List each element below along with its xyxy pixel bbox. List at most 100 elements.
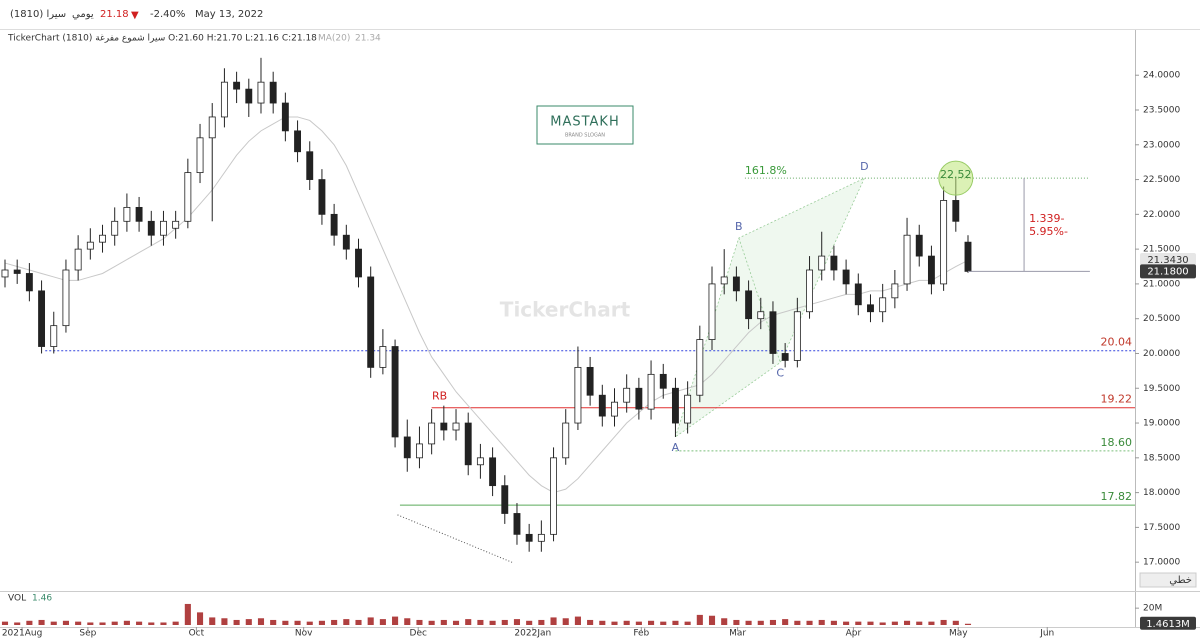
- x-tick-label: Mar: [729, 629, 746, 639]
- y-tick-label: 24.0000: [1143, 71, 1180, 81]
- volume-bar: [684, 621, 691, 625]
- y-tick-label: 20.0000: [1143, 349, 1180, 359]
- level-label: 19.22: [1101, 393, 1133, 406]
- y-tick-label: 21.0000: [1143, 279, 1180, 289]
- price-box-label: 21.1800: [1147, 266, 1188, 277]
- volume-bar: [14, 622, 21, 625]
- candle-body: [245, 88, 253, 104]
- candle-body: [854, 283, 862, 306]
- candle-body: [598, 394, 606, 417]
- x-tick-label: Apr: [846, 629, 862, 639]
- measure-label: 5.95%-: [1029, 225, 1068, 238]
- x-tick-label: Feb: [633, 629, 649, 639]
- volume-bar: [465, 619, 472, 625]
- volume-bar: [75, 621, 82, 625]
- candle-body: [964, 241, 972, 272]
- y-tick-label: 22.0000: [1143, 210, 1180, 220]
- candle-body: [562, 422, 570, 459]
- pattern-label: D: [860, 160, 868, 173]
- candle-body: [160, 220, 167, 236]
- candle-body: [818, 255, 826, 271]
- y-tick-label: 18.5000: [1143, 453, 1180, 463]
- change-arrow: ▼: [131, 10, 139, 21]
- pattern-label: A: [672, 441, 680, 454]
- x-tick-label: Dec: [410, 629, 427, 639]
- y-tick-label: 21.5000: [1143, 245, 1180, 255]
- volume-bar: [379, 619, 386, 625]
- candle-body: [550, 457, 557, 535]
- candle-body: [147, 220, 155, 236]
- candle-body: [233, 81, 241, 90]
- volume-bar: [745, 620, 752, 625]
- volume-bar: [513, 619, 521, 625]
- candle-body: [257, 81, 265, 104]
- candle-body: [135, 206, 143, 222]
- x-tick-label: Oct: [189, 629, 205, 639]
- volume-bar: [245, 619, 252, 625]
- x-tick-label: May: [949, 629, 968, 639]
- candle-body: [671, 387, 679, 424]
- ma-line: [4, 116, 969, 494]
- candle-body: [574, 366, 582, 424]
- volume-bar: [367, 617, 374, 625]
- level-label: 18.60: [1101, 436, 1133, 449]
- volume-bar: [416, 619, 423, 625]
- volume-bar: [696, 614, 703, 625]
- level-tag: RB: [432, 390, 447, 403]
- plot: [1, 57, 1135, 625]
- volume-bar: [879, 622, 886, 625]
- scale-mode[interactable]: خطي: [1169, 575, 1192, 586]
- candle-body: [647, 373, 655, 410]
- volume-bar: [794, 620, 801, 625]
- candle-body: [501, 485, 509, 514]
- volume-bar: [928, 621, 935, 625]
- candle-body: [891, 283, 899, 299]
- candle-body: [172, 220, 180, 229]
- candle-body: [940, 200, 948, 285]
- candle-body: [25, 273, 33, 292]
- volume-bar: [148, 622, 155, 625]
- volume-bar: [867, 621, 874, 625]
- x-tick-label: 2022Jan: [514, 629, 551, 639]
- volume-bar: [257, 618, 265, 625]
- price-box-label: 21.3430: [1147, 255, 1188, 266]
- volume-bar: [562, 618, 569, 625]
- candle-body: [464, 422, 472, 466]
- volume-bar: [672, 620, 679, 625]
- volume-bar: [50, 621, 57, 625]
- volume-bar: [428, 620, 435, 625]
- level-label: 20.04: [1101, 336, 1133, 349]
- scale-mode-button[interactable]: [1139, 572, 1197, 588]
- candle-body: [62, 269, 70, 327]
- volume-bar: [221, 618, 228, 625]
- candle-body: [281, 102, 289, 132]
- candle-body: [769, 311, 777, 354]
- candle-body: [513, 513, 521, 535]
- trendline: [397, 514, 514, 564]
- volume-bar: [392, 616, 399, 625]
- volume-bar: [769, 619, 777, 625]
- volume-bar: [270, 619, 277, 625]
- candle-body: [708, 283, 716, 340]
- volume-bar: [26, 620, 33, 625]
- vol-legend: VOL: [8, 594, 26, 604]
- candle-body: [355, 248, 362, 278]
- volume-bar: [855, 621, 862, 625]
- volume-bar: [782, 619, 789, 625]
- volume-bar: [964, 623, 972, 625]
- volume-bar: [916, 621, 923, 625]
- volume-bar: [87, 622, 94, 625]
- price-box: [1140, 253, 1196, 268]
- volume-bar: [123, 620, 130, 625]
- high-marker: [938, 160, 974, 196]
- candle-body: [586, 366, 594, 396]
- candle-body: [793, 311, 801, 361]
- candle-body: [452, 422, 460, 431]
- volume-bar: [818, 619, 825, 625]
- candle-body: [403, 436, 411, 459]
- volume-bar: [660, 621, 667, 625]
- volume-bar: [843, 621, 850, 625]
- volume-bar: [550, 617, 557, 625]
